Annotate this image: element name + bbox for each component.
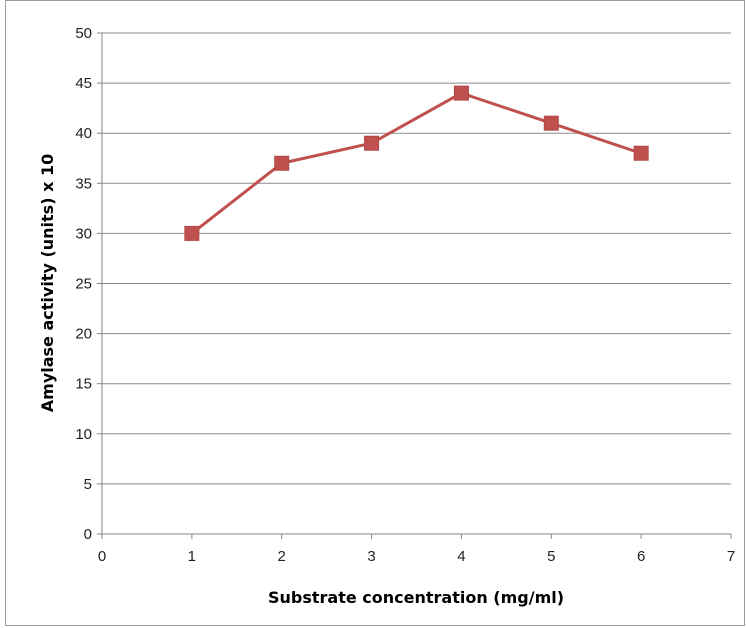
x-tick-labels: 0 1 2 3 4 5 6 7	[98, 548, 735, 565]
y-tick-label: 20	[75, 326, 92, 343]
data-point-marker	[274, 155, 290, 171]
x-axis-title: Substrate concentration (mg/ml)	[268, 588, 564, 607]
data-point-marker	[184, 225, 200, 241]
y-tick-label: 50	[75, 25, 92, 42]
y-tick-label: 35	[75, 175, 92, 192]
x-tick-label: 5	[547, 548, 555, 565]
x-tick-label: 0	[98, 548, 106, 565]
y-tick-label: 25	[75, 276, 92, 293]
y-tick-label: 0	[84, 526, 92, 543]
y-tick-label: 45	[75, 75, 92, 92]
x-tick-label: 6	[637, 548, 645, 565]
data-point-marker	[453, 85, 469, 101]
data-point-marker	[543, 115, 559, 131]
x-tick-label: 2	[278, 548, 286, 565]
x-tick-label: 4	[457, 548, 465, 565]
x-tick-label: 7	[727, 548, 735, 565]
y-tick-label: 5	[84, 476, 92, 493]
series-line	[190, 91, 642, 235]
x-tick-label: 1	[188, 548, 196, 565]
axes	[101, 33, 731, 535]
data-point-marker	[633, 145, 649, 161]
x-tick-label: 3	[367, 548, 375, 565]
data-series	[184, 85, 649, 241]
gridlines	[97, 32, 732, 539]
y-tick-labels: 0 5 10 15 20 25 30 35 40 45 50	[75, 25, 92, 543]
y-tick-label: 30	[75, 225, 92, 242]
y-tick-label: 15	[75, 376, 92, 393]
y-axis-title: Amylase activity (units) x 10	[38, 154, 57, 412]
data-point-marker	[364, 135, 380, 151]
y-tick-label: 10	[75, 426, 92, 443]
chart-frame	[5, 0, 745, 626]
y-tick-label: 40	[75, 125, 92, 142]
